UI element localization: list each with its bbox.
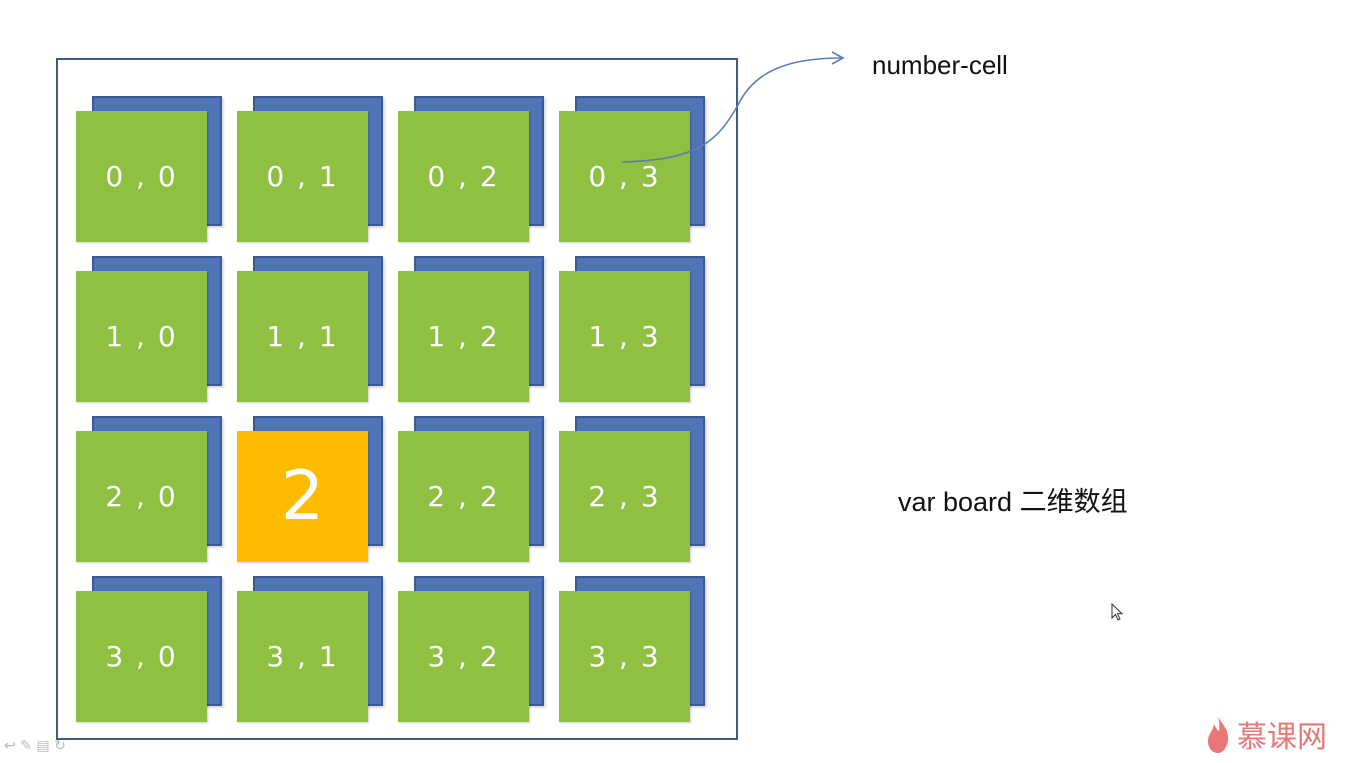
grid-cell-label: 3 , 0	[76, 591, 207, 722]
back-icon[interactable]: ↩	[4, 738, 16, 754]
grid-cell-label: 3 , 2	[398, 591, 529, 722]
grid-cell-label: 1 , 1	[237, 271, 368, 402]
grid-cell-1-0: 1 , 0	[76, 256, 226, 406]
slides-icon[interactable]: ▤	[36, 738, 50, 754]
grid-cell-label: 2 , 0	[76, 431, 207, 562]
player-controls[interactable]: ↩ ✎ ▤ ↻	[4, 738, 66, 754]
grid-cell-label: 0 , 0	[76, 111, 207, 242]
mouse-cursor-icon	[1111, 603, 1124, 621]
grid-cell-label: 0 , 2	[398, 111, 529, 242]
grid-cell-2-2: 2 , 2	[398, 416, 548, 566]
grid-cell-0-3: 0 , 3	[559, 96, 709, 246]
grid-cell-2-3: 2 , 3	[559, 416, 709, 566]
grid-cell-label: 2 , 3	[559, 431, 690, 562]
grid-cell-0-1: 0 , 1	[237, 96, 387, 246]
grid-cell-1-1: 1 , 1	[237, 256, 387, 406]
grid-cell-label: 3 , 3	[559, 591, 690, 722]
grid-cell-0-0: 0 , 0	[76, 96, 226, 246]
board-label: var board 二维数组	[898, 487, 1128, 517]
grid-cell-label: 1 , 2	[398, 271, 529, 402]
grid-cell-label: 2 , 2	[398, 431, 529, 562]
number-cell: 2	[237, 431, 368, 562]
pen-icon[interactable]: ✎	[20, 738, 32, 754]
grid-cell-3-0: 3 , 0	[76, 576, 226, 726]
flame-icon	[1208, 716, 1229, 753]
refresh-icon[interactable]: ↻	[54, 738, 66, 754]
grid-cell-2-0: 2 , 0	[76, 416, 226, 566]
grid-cell-label: 3 , 1	[237, 591, 368, 722]
watermark-logo: 慕课网	[1205, 712, 1327, 756]
grid-cell-0-2: 0 , 2	[398, 96, 548, 246]
grid-cell-label: 1 , 0	[76, 271, 207, 402]
grid-cell-1-2: 1 , 2	[398, 256, 548, 406]
grid-cell-2-1: 2	[237, 416, 387, 566]
grid-cell-3-1: 3 , 1	[237, 576, 387, 726]
grid-cell-3-2: 3 , 2	[398, 576, 548, 726]
grid-cell-label: 1 , 3	[559, 271, 690, 402]
grid-cell-label: 0 , 3	[559, 111, 690, 242]
grid-cell-label: 0 , 1	[237, 111, 368, 242]
number-cell-label: number-cell	[872, 50, 1008, 80]
logo-text: 慕课网	[1237, 720, 1327, 755]
grid-cell-1-3: 1 , 3	[559, 256, 709, 406]
grid-cell-3-3: 3 , 3	[559, 576, 709, 726]
